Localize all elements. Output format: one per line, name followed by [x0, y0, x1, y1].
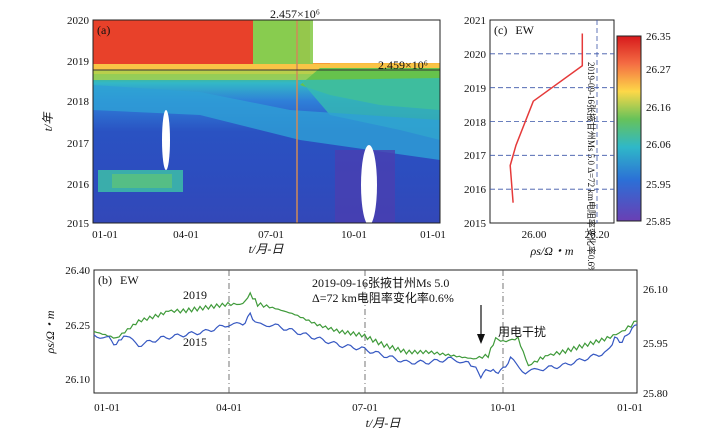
- cbar-tick: 25.85: [646, 216, 671, 228]
- cbar-tick: 26.06: [646, 139, 671, 151]
- b-label-2019: 2019: [183, 288, 207, 302]
- annotation-2457: 2.457×10⁶: [270, 7, 320, 21]
- panel-b-right-yticks: 26.10 25.95 25.80: [643, 284, 668, 400]
- b-ytick-left: 26.40: [65, 265, 90, 277]
- c-xtick: 26.20: [585, 229, 610, 241]
- b-interference-label: 用电干扰: [498, 325, 546, 339]
- panel-a-yticks: 2015 2016 2017 2018 2019 2020: [67, 15, 90, 230]
- a-ytick: 2017: [67, 138, 90, 150]
- colorbar: [616, 35, 642, 222]
- c-ytick: 2021: [464, 15, 486, 27]
- panel-b-line: (b) EW 2019 2015 2019-09-16张掖甘州Ms 5.0 Δ=7…: [43, 265, 668, 430]
- heatmap-field: [93, 20, 440, 223]
- c-ytick: 2015: [464, 218, 487, 230]
- b-xtick: 01-01: [617, 402, 643, 414]
- b-ytick-left: 26.10: [65, 374, 90, 386]
- b-ytick-right: 25.95: [643, 338, 668, 350]
- c-ytick: 2017: [464, 150, 487, 162]
- a-xtick: 04-01: [173, 229, 199, 241]
- b-series-2019: [93, 291, 638, 367]
- panel-c-xticks: 26.00 26.20: [522, 229, 610, 241]
- b-ytick-right: 25.80: [643, 388, 668, 400]
- c-ytick: 2020: [464, 49, 487, 61]
- a-ytick: 2018: [67, 96, 90, 108]
- a-ylabel: t/年: [41, 111, 55, 132]
- a-xtick: 10-01: [341, 229, 367, 241]
- b-xtick: 04-01: [216, 402, 242, 414]
- panel-a-xticks: 01-01 04-01 07-01 10-01 01-01: [92, 229, 446, 241]
- b-xtick: 07-01: [352, 402, 378, 414]
- a-xtick: 01-01: [420, 229, 446, 241]
- c-xlabel: ρs/Ω・m: [529, 244, 573, 258]
- c-ytick: 2019: [464, 83, 487, 95]
- b-xtick: 10-01: [490, 402, 516, 414]
- c-event-text: 2019-09-16张掖甘州Ms 5.0 Δ=72 km电阻率变化率0.6%: [586, 62, 597, 274]
- b-series-2015: [93, 311, 638, 380]
- annotation-2459: 2.459×10⁶: [378, 58, 428, 72]
- panel-c-yticks: 2015 2016 2017 2018 2019 2020 2021: [464, 15, 487, 230]
- panel-b-label: (b) EW: [98, 273, 139, 287]
- b-ylabel: ρs/Ω・m: [43, 310, 57, 354]
- a-ytick: 2016: [67, 179, 90, 191]
- panel-c-label: (c) EW: [494, 23, 535, 37]
- cbar-tick: 26.16: [646, 102, 671, 114]
- a-ytick: 2020: [67, 15, 90, 27]
- cbar-tick: 25.95: [646, 179, 671, 191]
- panel-a-heatmap: (a) 2.457×10⁶ 2.459×10⁶ 2015 2016 2017 2…: [41, 7, 446, 256]
- panel-c-line: (c) EW 2019-09-16张掖甘州Ms 5.0 Δ=72 km电阻率变化率…: [464, 15, 671, 274]
- b-event-line2: Δ=72 km电阻率变化率0.6%: [312, 290, 454, 305]
- b-series: [93, 291, 638, 380]
- colorbar-ticks: 26.35 26.27 26.16 26.06 25.95 25.85: [646, 31, 671, 228]
- b-arrowhead: [477, 334, 485, 344]
- panel-b-left-yticks: 26.40 26.25 26.10: [65, 265, 90, 386]
- b-xlabel: t/月-日: [366, 416, 402, 430]
- a-ytick: 2015: [67, 218, 90, 230]
- panel-b-xticks: 01-01 04-01 07-01 10-01 01-01: [94, 402, 643, 414]
- cbar-tick: 26.35: [646, 31, 671, 43]
- b-ytick-left: 26.25: [65, 320, 90, 332]
- a-xtick: 01-01: [92, 229, 118, 241]
- panel-a-label: (a): [97, 23, 110, 37]
- cbar-tick: 26.27: [646, 64, 671, 76]
- c-xtick: 26.00: [522, 229, 547, 241]
- a-xtick: 07-01: [258, 229, 284, 241]
- b-event-line1: 2019-09-16张掖甘州Ms 5.0: [312, 276, 449, 290]
- a-ytick: 2019: [67, 56, 90, 68]
- b-label-2015: 2015: [183, 335, 207, 349]
- c-ytick: 2018: [464, 117, 487, 129]
- c-ytick: 2016: [464, 184, 487, 196]
- a-xlabel: t/月-日: [249, 242, 285, 256]
- c-series-line: [509, 33, 584, 203]
- b-ytick-right: 26.10: [643, 284, 668, 296]
- c-gridlines: [490, 53, 614, 190]
- c-series: [509, 33, 584, 203]
- b-xtick: 01-01: [94, 402, 120, 414]
